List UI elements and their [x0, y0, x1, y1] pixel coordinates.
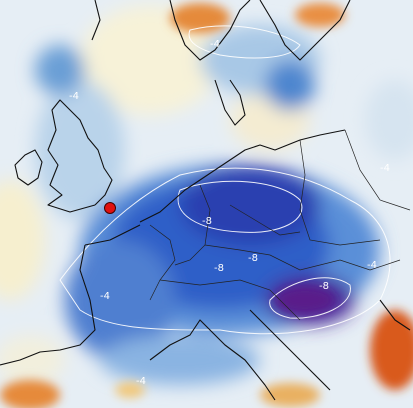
contour-label: -8 [248, 253, 258, 264]
contour-label: -8 [319, 281, 329, 292]
coastlines [0, 0, 411, 401]
contour-labels: -4 -4 -4 -4 -8 -8 -8 -8 -4 -4 [69, 39, 390, 387]
borders [149, 129, 411, 321]
contour-label: -4 [136, 376, 146, 387]
contour-label: -4 [100, 291, 110, 302]
contour-label: -4 [69, 91, 79, 102]
contour-label: -4 [210, 39, 220, 50]
contour-label: -8 [214, 263, 224, 274]
contour-label: -8 [202, 216, 212, 227]
contour-label: -4 [380, 163, 390, 174]
contour-label: -4 [367, 260, 377, 271]
isolines [59, 25, 391, 335]
location-marker [104, 202, 116, 214]
